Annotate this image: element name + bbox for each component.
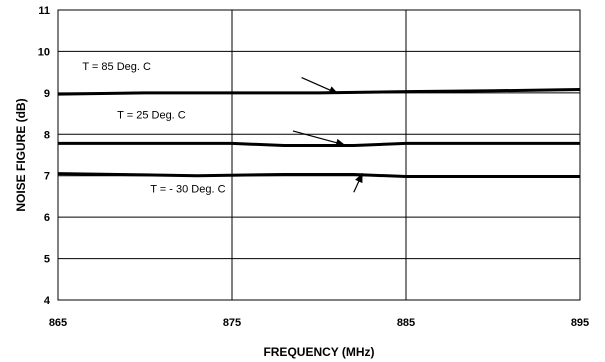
annotation-backgrounds <box>79 60 229 197</box>
annotation-arrow-head <box>328 86 339 94</box>
annotation-background <box>114 108 189 123</box>
series-line <box>58 141 580 147</box>
y-tick-label: 7 <box>44 171 50 183</box>
annotation-label: T = 25 Deg. C <box>117 110 186 122</box>
x-tick-label: 875 <box>223 317 241 329</box>
x-axis-title: FREQUENCY (MHz) <box>263 345 374 359</box>
series-line <box>57 172 580 178</box>
annotation-arrow-line <box>292 130 346 146</box>
x-tick-label: 895 <box>571 317 589 329</box>
annotation-arrows <box>292 76 364 193</box>
y-tick-label: 4 <box>44 295 51 307</box>
y-tick-labels: 4 5 6 7 8 9 10 11 <box>38 5 51 307</box>
x-tick-label: 885 <box>397 317 415 329</box>
annotation-background <box>79 60 154 75</box>
y-axis-title: NOISE FIGURE (dB) <box>14 98 28 211</box>
annotation-background <box>147 182 229 197</box>
y-tick-label: 5 <box>44 254 50 266</box>
x-tick-labels: 865 875 885 895 <box>49 317 589 329</box>
y-tick-label: 8 <box>44 129 50 141</box>
series-lines <box>57 88 581 178</box>
annotation-arrow-head <box>335 138 346 147</box>
annotation-labels: T = 85 Deg. C T = 25 Deg. C T = - 30 Deg. … <box>82 61 225 195</box>
y-tick-label: 6 <box>44 212 50 224</box>
annotation-arrow-head <box>355 173 363 184</box>
grid <box>57 9 581 301</box>
x-tick-label: 865 <box>49 317 67 329</box>
plot-frame <box>57 9 581 301</box>
annotation-label: T = - 30 Deg. C <box>150 183 225 195</box>
y-tick-label: 11 <box>38 5 50 17</box>
series-line <box>57 88 581 96</box>
y-tick-label: 10 <box>38 46 50 58</box>
y-tick-label: 9 <box>44 88 50 100</box>
annotation-label: T = 85 Deg. C <box>82 61 151 73</box>
